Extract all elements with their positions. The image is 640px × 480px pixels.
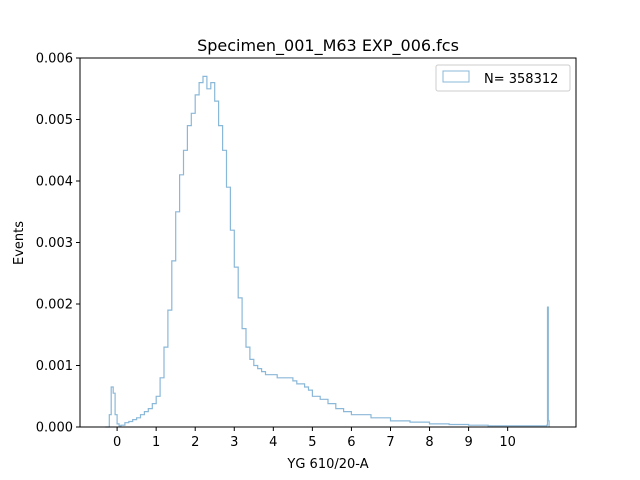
x-tick-label: 8 <box>425 435 433 450</box>
x-tick-label: 5 <box>308 435 316 450</box>
y-tick-label: 0.001 <box>36 359 73 374</box>
x-axis-label: YG 610/20-A <box>286 457 368 472</box>
x-tick-label: 4 <box>269 435 277 450</box>
y-tick-label: 0.000 <box>36 421 73 436</box>
x-tick-label: 10 <box>499 435 516 450</box>
x-tick-label: 0 <box>113 435 121 450</box>
y-axis-label: Events <box>12 221 27 265</box>
x-tick-label: 7 <box>386 435 394 450</box>
y-tick-label: 0.002 <box>36 298 73 313</box>
legend-swatch <box>442 70 470 83</box>
x-axis-ticks: 0 1 2 3 4 5 6 7 8 9 10 <box>113 427 516 450</box>
x-tick-label: 3 <box>230 435 238 450</box>
x-tick-label: 6 <box>347 435 355 450</box>
x-tick-label: 1 <box>152 435 160 450</box>
chart-title: Specimen_001_M63 EXP_006.fcs <box>197 36 459 56</box>
x-tick-label: 2 <box>191 435 199 450</box>
y-axis-ticks: 0.000 0.001 0.002 0.003 0.004 0.005 0.006 <box>36 52 80 436</box>
legend-entry: N= 358312 <box>484 72 558 87</box>
x-tick-label: 9 <box>464 435 472 450</box>
y-tick-label: 0.005 <box>36 113 73 128</box>
legend: N= 358312 <box>435 64 571 92</box>
axes-frame <box>79 57 577 428</box>
y-tick-label: 0.003 <box>36 236 73 251</box>
histogram-series-line <box>105 75 550 428</box>
plot-area <box>105 75 550 428</box>
y-tick-label: 0.004 <box>36 175 73 190</box>
y-tick-label: 0.006 <box>36 52 73 67</box>
